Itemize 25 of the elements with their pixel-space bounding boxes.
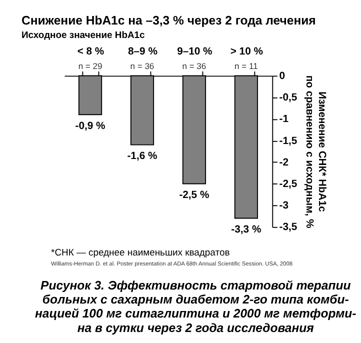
annotation: n = 36 [130,61,154,72]
x-tick-label: 8–9 % [128,46,158,58]
y-axis-title: Изменение СНК* HbA1c по сравнению с исходным, % [304,75,327,228]
y-tick-label: 0 [279,71,286,82]
annotation: n = 11 [234,61,258,72]
x-tick-label: > 10 % [230,46,263,58]
annotation: n = 36 [182,61,206,72]
text: *СНК — среднее наименьших квадратов [51,247,230,258]
annotation: n = 29 [78,61,102,72]
y-tick-label: -2 [279,157,289,168]
x-tick-label: 9–10 % [177,46,212,58]
data-label: -1,6 % [127,151,158,162]
text: Рисунок 3. Эффективность стартовой терапии больных с сахарным диабетом 2-го типа комби- нацией 100 мг ситаглиптина и 2000 мг метформи- на в сутки через 2 года исследования [34,278,356,335]
y-tick-label: -1,5 [279,136,298,147]
data-label: -0,9 % [75,120,106,132]
data-label: -3,3 % [231,224,262,236]
y-tick-label: -3,5 [279,222,298,234]
y-tick-label: -0,5 [279,92,298,104]
chart-subtitle: Исходное значение HbA1c [22,30,145,41]
y-tick-label: -1 [279,114,289,126]
data-label: -2,5 % [179,190,210,201]
y-tick-label: -3 [279,200,289,212]
y-tick-label: -2,5 [279,179,298,190]
chart-title: Снижение HbA1c на –3,3 % через 2 года лечения [22,14,316,28]
x-tick-label: < 8 % [77,46,104,58]
